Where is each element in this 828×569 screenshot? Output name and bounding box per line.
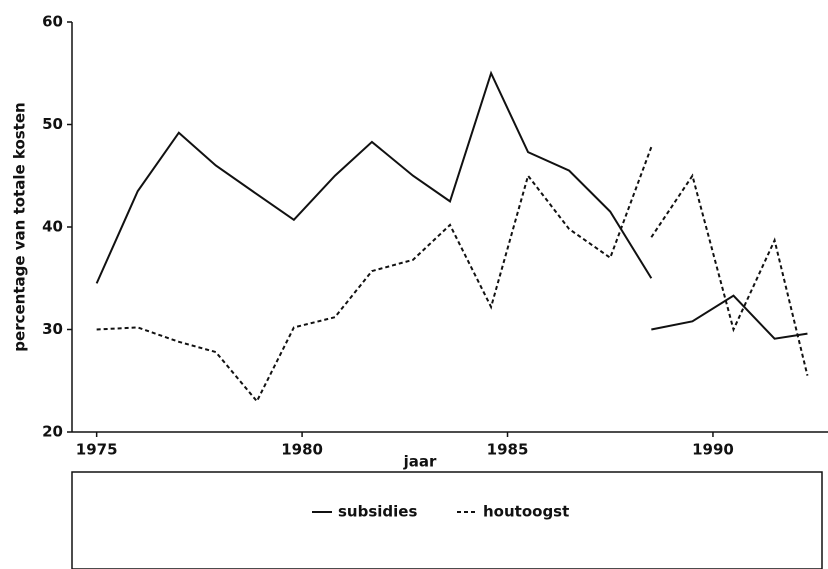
x-tick-label: 1985 [487, 441, 529, 459]
y-tick-label: 20 [42, 423, 63, 441]
x-tick-label: 1975 [76, 441, 118, 459]
x-tick-label: 1990 [692, 441, 734, 459]
line [95, 70, 808, 340]
line [96, 146, 809, 404]
y-tick-label: 60 [42, 13, 63, 31]
y-axis-label: percentage van totale kosten [11, 102, 29, 351]
x-tick-label: 1980 [281, 441, 323, 459]
y-tick-label: 30 [42, 320, 63, 338]
x-axis-label: jaar [403, 453, 437, 471]
y-tick-label: 40 [42, 218, 63, 236]
legend-label: subsidies [338, 503, 417, 521]
y-tick-label: 50 [42, 115, 63, 133]
legend-label: houtoogst [483, 503, 569, 521]
legend-box [71, 471, 823, 569]
